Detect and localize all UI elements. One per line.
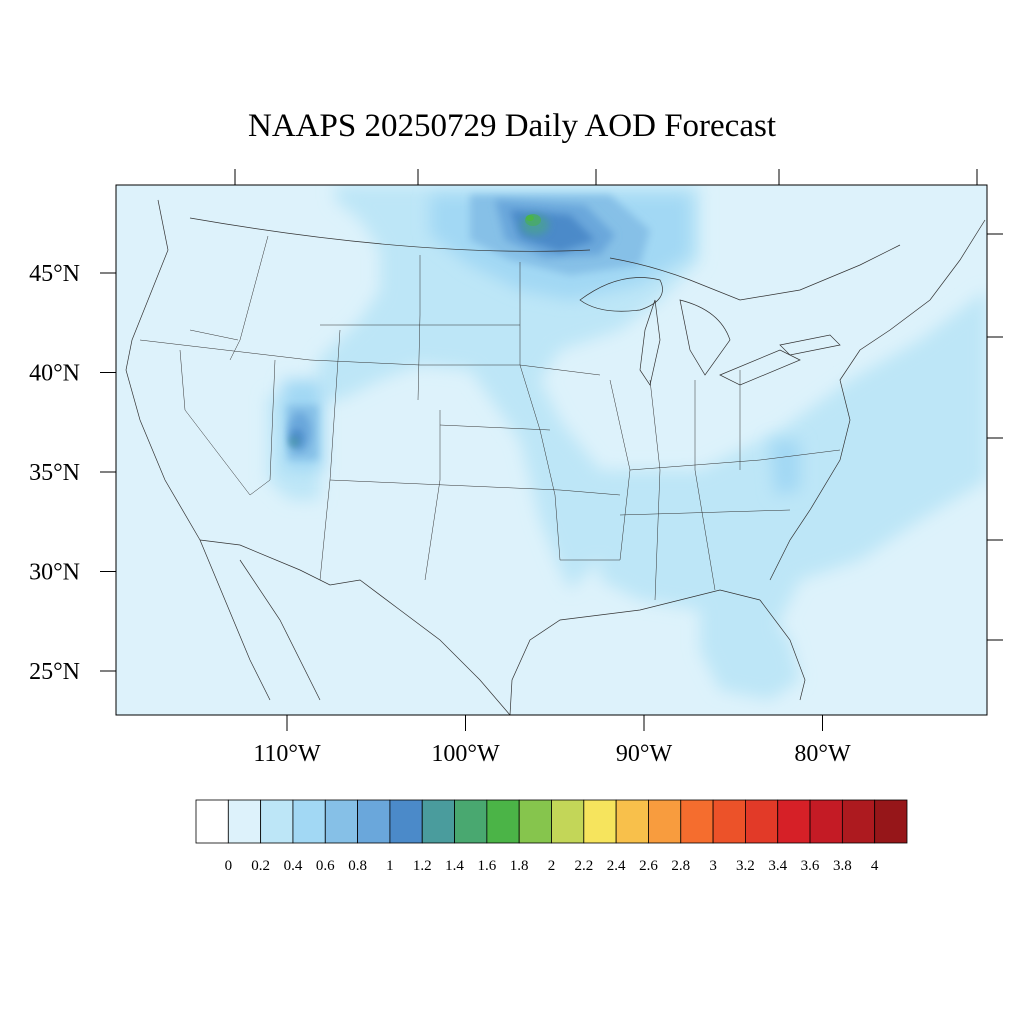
colorbar-swatch xyxy=(777,799,811,844)
colorbar-label: 0.6 xyxy=(316,858,335,874)
aod-colorbar xyxy=(195,799,908,844)
colorbar-swatch xyxy=(583,799,617,844)
colorbar-swatch xyxy=(874,799,908,844)
colorbar-swatch xyxy=(809,799,843,844)
map-title: NAAPS 20250729 Daily AOD Forecast xyxy=(248,108,776,144)
longitude-axis: 110°W 100°W 90°W 80°W xyxy=(253,715,851,767)
colorbar-label: 2.2 xyxy=(574,858,593,874)
colorbar-label: 2.6 xyxy=(639,858,658,874)
lon-label: 80°W xyxy=(794,741,851,767)
lon-label: 110°W xyxy=(253,741,321,767)
map-field xyxy=(116,185,987,715)
colorbar-label: 2.4 xyxy=(607,858,626,874)
map-outlines xyxy=(125,199,986,715)
map-frame xyxy=(115,184,988,716)
colorbar-swatch xyxy=(324,799,358,844)
colorbar-swatch xyxy=(357,799,391,844)
colorbar-swatch xyxy=(712,799,746,844)
colorbar-label: 0 xyxy=(225,858,233,874)
colorbar-label: 1 xyxy=(386,858,394,874)
colorbar-swatch xyxy=(486,799,520,844)
colorbar-swatch xyxy=(260,799,294,844)
lat-label: 30°N xyxy=(29,560,80,586)
colorbar-label: 2 xyxy=(548,858,556,874)
colorbar-swatch xyxy=(615,799,649,844)
colorbar-swatch xyxy=(195,799,229,844)
colorbar-label: 3.2 xyxy=(736,858,755,874)
colorbar-label: 0.4 xyxy=(284,858,303,874)
colorbar-swatch xyxy=(745,799,779,844)
colorbar-label: 3.4 xyxy=(768,858,787,874)
colorbar-label: 1.6 xyxy=(477,858,496,874)
lon-label: 90°W xyxy=(616,741,673,767)
colorbar-swatch xyxy=(518,799,552,844)
colorbar-swatch xyxy=(292,799,326,844)
lat-label: 35°N xyxy=(29,460,80,486)
colorbar-label: 1.8 xyxy=(510,858,529,874)
colorbar-swatch xyxy=(389,799,423,844)
aod-field xyxy=(268,185,987,700)
colorbar-label: 1.4 xyxy=(445,858,464,874)
colorbar-label: 4 xyxy=(871,858,879,874)
colorbar-swatch xyxy=(454,799,488,844)
colorbar-label: 2.8 xyxy=(671,858,690,874)
lat-label: 45°N xyxy=(29,261,80,287)
colorbar-swatch xyxy=(680,799,714,844)
colorbar-swatch xyxy=(421,799,455,844)
colorbar-label: 0.2 xyxy=(251,858,270,874)
colorbar-label: 3.8 xyxy=(833,858,852,874)
colorbar-label: 3 xyxy=(709,858,717,874)
lat-label: 40°N xyxy=(29,361,80,387)
lat-label: 25°N xyxy=(29,659,80,685)
colorbar-swatch xyxy=(841,799,876,844)
colorbar-label: 1.2 xyxy=(413,858,432,874)
colorbar-swatch xyxy=(648,799,682,844)
lon-label: 100°W xyxy=(431,741,500,767)
colorbar-swatch xyxy=(551,799,585,844)
latitude-axis: 45°N 40°N 35°N 30°N 25°N xyxy=(29,261,116,685)
colorbar-label: 0.8 xyxy=(348,858,367,874)
colorbar-label: 3.6 xyxy=(801,858,820,874)
colorbar-labels: 0 0.2 0.4 0.6 0.8 1 1.2 1.4 1.6 1.8 2 2.2 2.4 2.6 2.8 3… xyxy=(225,858,879,874)
map-ticks xyxy=(234,169,1003,641)
colorbar-swatch xyxy=(227,799,262,844)
